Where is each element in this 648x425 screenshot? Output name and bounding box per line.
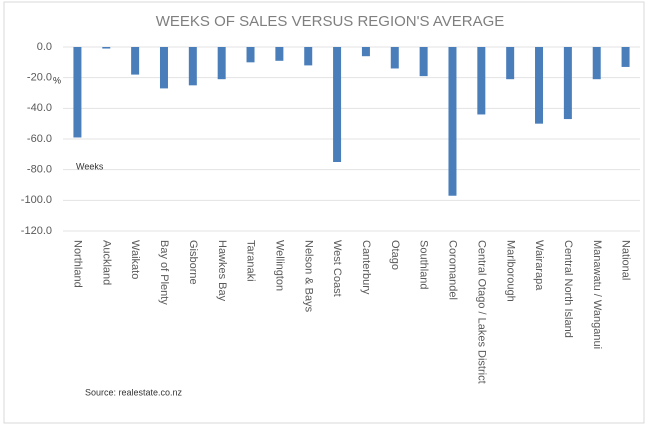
axis-unit-annotation: % [53,75,61,85]
x-tick-label: Southland [418,240,430,290]
bar [304,47,313,66]
x-tick-label: Hawkes Bay [216,240,228,302]
bar [506,47,515,80]
bar [102,47,111,49]
y-tick-label: -120.0 [21,225,52,237]
y-tick-label: -20.0 [27,72,52,84]
bar [592,47,601,80]
bar [563,47,572,120]
x-tick-label: Canterbury [360,240,372,295]
bar [419,47,428,77]
x-tick-label: Northland [72,240,84,288]
bar [73,47,82,138]
bar [448,47,457,196]
bar [188,47,197,86]
chart-frame [3,1,645,424]
x-tick-label: Otago [389,240,401,270]
x-tick-label: Nelson & Bays [302,240,314,313]
x-tick-label: Taranaki [245,240,257,282]
bar [390,47,399,69]
bar [131,47,140,75]
chart-title: WEEKS OF SALES VERSUS REGION'S AVERAGE [156,13,505,30]
bar [246,47,255,63]
x-tick-label: Bay of Plenty [158,240,170,305]
y-tick-label: -100.0 [21,194,52,206]
bar [621,47,630,67]
bar [333,47,342,162]
x-tick-label: Marlborough [504,240,516,302]
bar [217,47,226,80]
x-tick-label: Gisborne [187,240,199,285]
bar [361,47,370,57]
x-tick-label: Central Otago / Lakes District [475,240,487,384]
x-tick-label: Manawatu / Wanganui [591,240,603,349]
source-note: Source: realestate.co.nz [85,387,183,397]
bar [159,47,168,89]
axis-unit-annotation: Weeks [76,161,104,171]
y-tick-label: 0.0 [37,41,52,53]
x-tick-label: Coromandel [447,240,459,300]
x-tick-label: Waikato [129,240,141,279]
y-tick-label: -80.0 [27,164,52,176]
y-tick-label: -40.0 [27,102,52,114]
x-tick-label: Wellington [273,240,285,291]
x-tick-label: National [620,240,632,280]
bar [477,47,486,115]
y-tick-label: -60.0 [27,133,52,145]
x-tick-label: Central North Island [562,240,574,338]
bar [275,47,284,61]
x-tick-label: Wairarapa [533,240,545,291]
bar [535,47,544,124]
x-tick-label: West Coast [331,240,343,297]
x-tick-label: Auckland [100,240,112,285]
